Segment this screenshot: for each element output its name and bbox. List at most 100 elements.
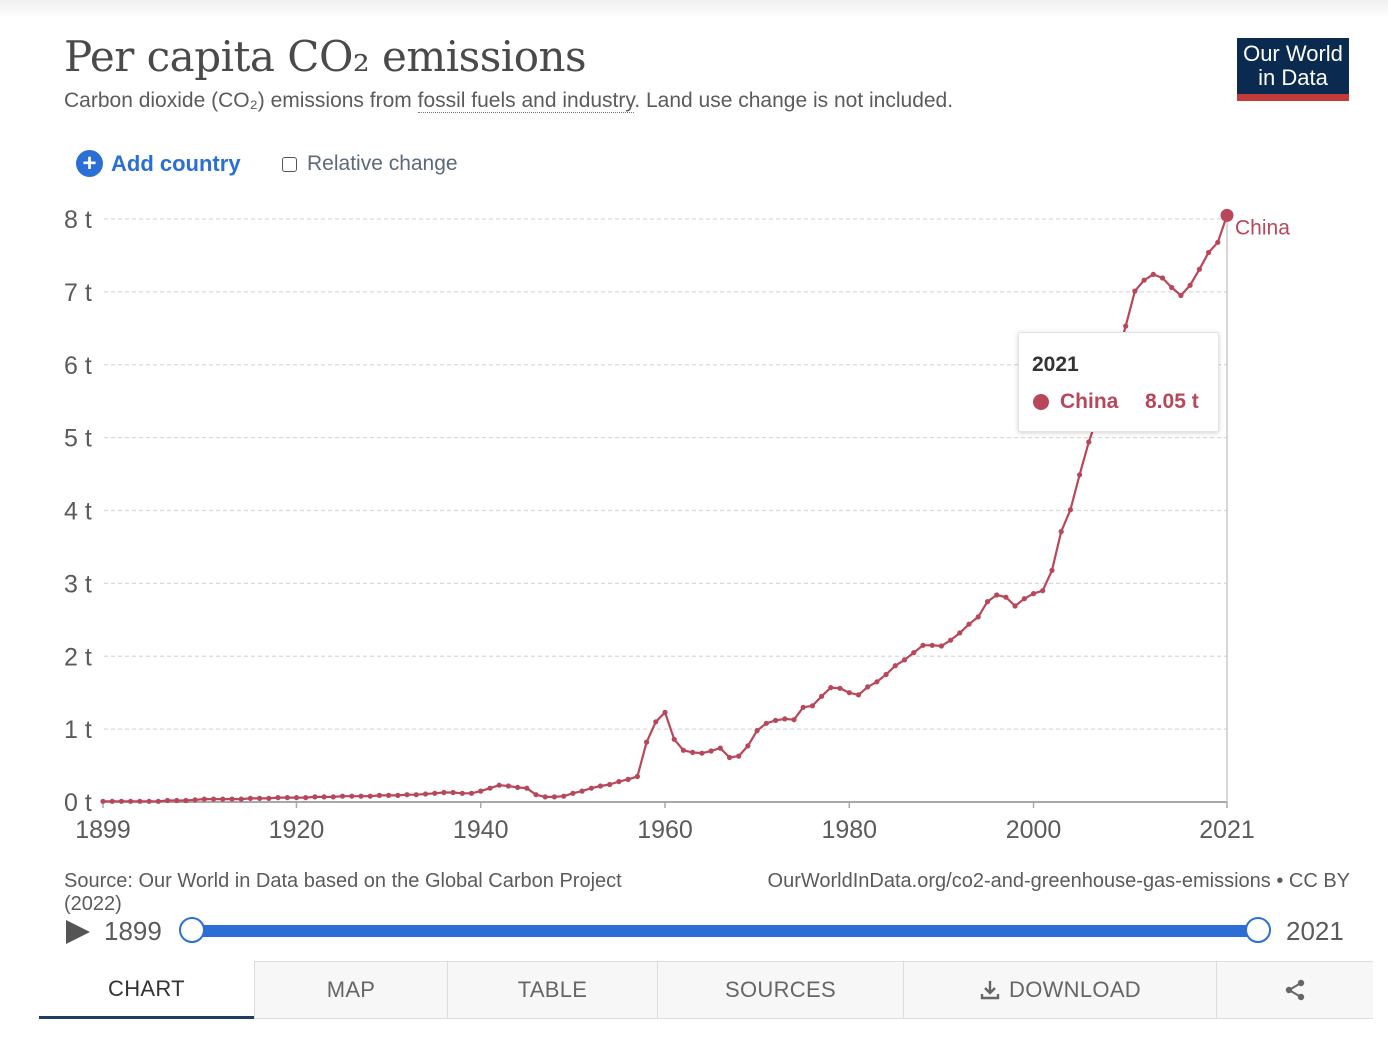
data-point — [266, 795, 272, 802]
y-tick-label: 4 t — [64, 498, 92, 526]
line-chart: 0 t 1 t 2 t 3 t 4 t 5 t 6 t 7 t 8 t 1899 1920 1940… — [64, 206, 1290, 844]
tab-map-label: MAP — [326, 977, 376, 1002]
data-point — [763, 720, 769, 726]
data-point — [1132, 288, 1138, 294]
data-point — [468, 790, 475, 796]
data-point — [1003, 594, 1009, 600]
data-point — [192, 797, 198, 803]
data-point — [542, 794, 548, 800]
data-point — [837, 685, 843, 691]
x-tick-label: 1980 — [821, 816, 877, 844]
data-point — [616, 779, 622, 785]
data-point — [238, 796, 244, 802]
data-point — [671, 736, 677, 742]
chart-url-license[interactable]: OurWorldInData.org/co2-and-greenhouse-ga… — [767, 870, 1350, 892]
timeline-track[interactable] — [192, 925, 1258, 937]
data-point — [321, 794, 327, 800]
data-point — [413, 792, 419, 798]
data-point — [211, 796, 217, 802]
data-point — [128, 798, 134, 804]
data-point — [597, 783, 604, 789]
y-tick-label: 3 t — [64, 570, 92, 598]
tooltip-series-dot — [1033, 394, 1049, 410]
tab-download[interactable]: DOWNLOAD — [903, 961, 1216, 1019]
data-point — [819, 693, 825, 699]
hover-tooltip: 2021 China 8.05 t — [1018, 332, 1219, 432]
subtitle-link[interactable]: fossil fuels and industry — [417, 89, 635, 113]
y-tick-label: 0 t — [64, 789, 92, 817]
tab-table-label: TABLE — [517, 977, 588, 1002]
y-axis-ticks: 0 t 1 t 2 t 3 t 4 t 5 t 6 t 7 t 8 t — [64, 206, 92, 817]
y-tick-label: 2 t — [64, 643, 92, 671]
data-point — [118, 798, 124, 804]
gridlines — [104, 218, 1227, 730]
data-point — [164, 797, 171, 804]
data-point — [524, 785, 530, 791]
data-point — [994, 592, 1000, 598]
data-point — [809, 703, 816, 709]
data-point — [773, 717, 779, 724]
data-point — [791, 717, 797, 723]
series-china: China — [100, 208, 1290, 804]
top-shadow — [0, 0, 1388, 18]
tooltip-value: 8.05 t — [1145, 390, 1199, 413]
data-point — [570, 790, 576, 796]
data-point — [312, 794, 318, 800]
owid-logo[interactable]: Our World in Data — [1237, 38, 1349, 101]
data-point — [330, 794, 336, 800]
add-country-button[interactable]: + Add country — [76, 150, 241, 177]
data-point — [1169, 284, 1175, 291]
data-point — [717, 745, 723, 751]
download-icon — [980, 981, 1000, 1000]
timeline-end-handle[interactable] — [1245, 917, 1271, 943]
data-point — [901, 657, 908, 663]
data-point — [349, 793, 355, 799]
data-point — [874, 679, 880, 685]
x-tick-label: 2000 — [1006, 816, 1062, 844]
data-point — [376, 792, 382, 799]
data-point — [284, 795, 290, 801]
data-point — [1187, 282, 1193, 288]
data-point — [1021, 596, 1027, 602]
data-point — [339, 793, 346, 799]
tab-chart[interactable]: CHART — [39, 961, 254, 1019]
data-point — [800, 704, 806, 710]
data-point — [293, 795, 300, 801]
data-point — [303, 795, 309, 801]
tab-sources-label: SOURCES — [725, 977, 836, 1002]
y-tick-label: 8 t — [64, 206, 92, 234]
data-point — [358, 793, 364, 799]
tab-table[interactable]: TABLE — [447, 961, 657, 1019]
x-tick-label: 2021 — [1199, 816, 1255, 844]
data-point — [109, 798, 115, 804]
data-point — [275, 795, 281, 801]
data-point — [1123, 323, 1129, 329]
data-point — [708, 748, 714, 754]
play-icon[interactable] — [66, 920, 90, 944]
relative-change-toggle[interactable]: Relative change — [282, 152, 458, 176]
share-button[interactable] — [1216, 961, 1373, 1019]
data-point — [938, 643, 945, 649]
x-tick-label: 1960 — [637, 816, 693, 844]
tab-download-label: DOWNLOAD — [1009, 977, 1141, 1002]
data-point — [966, 621, 972, 627]
data-point — [680, 747, 687, 753]
data-point — [450, 789, 456, 796]
y-tick-label: 1 t — [64, 716, 92, 744]
data-point — [422, 791, 429, 797]
data-point — [1150, 271, 1156, 277]
tab-sources[interactable]: SOURCES — [657, 961, 903, 1019]
data-point — [229, 796, 235, 802]
y-tick-label: 7 t — [64, 279, 92, 307]
data-point — [745, 743, 751, 749]
data-point — [644, 739, 650, 745]
tab-map[interactable]: MAP — [254, 961, 447, 1019]
data-point — [948, 637, 954, 643]
source-note[interactable]: Source: Our World in Data based on the G… — [64, 870, 622, 915]
timeline-start-handle[interactable] — [179, 917, 205, 943]
data-point — [459, 790, 465, 796]
share-icon — [1285, 979, 1305, 1001]
relative-change-checkbox[interactable] — [282, 156, 297, 172]
data-point — [579, 788, 585, 794]
